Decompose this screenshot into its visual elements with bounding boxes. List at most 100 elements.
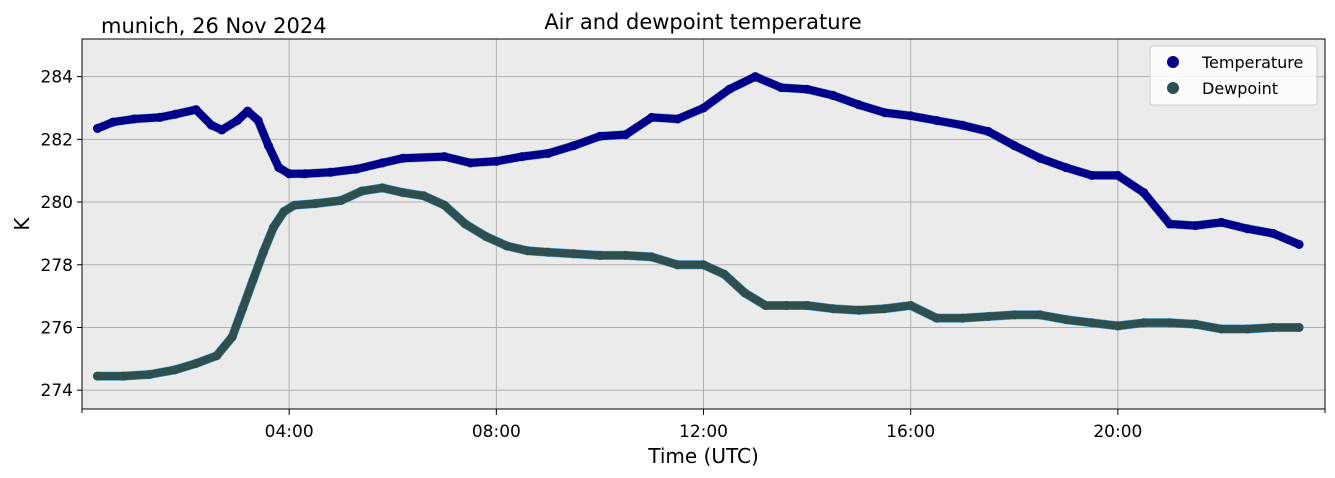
temperature-point	[300, 169, 310, 179]
dewpoint-point	[269, 222, 279, 232]
data-layer	[93, 72, 1304, 381]
temperature-point	[854, 100, 864, 110]
temperature-point	[983, 127, 993, 136]
dewpoint-point	[93, 371, 102, 381]
y-tick-label: 276	[41, 318, 73, 338]
x-axis-label: Time (UTC)	[647, 444, 759, 468]
dewpoint-point	[502, 241, 512, 251]
temperature-point	[621, 130, 631, 140]
temperature-point	[1035, 153, 1045, 163]
x-tick-label: 20:00	[1093, 422, 1142, 442]
y-tick-label: 284	[41, 68, 73, 88]
dewpoint-point	[740, 288, 750, 298]
dewpoint-point	[958, 313, 967, 323]
dewpoint-point	[336, 196, 346, 205]
legend-box	[1149, 45, 1318, 106]
dewpoint-point	[1139, 318, 1149, 328]
dewpoint-point	[983, 312, 993, 321]
temperature-point	[906, 111, 916, 121]
dewpoint-point	[212, 351, 222, 361]
temperature-point	[1061, 163, 1071, 173]
y-tick-label: 280	[41, 193, 73, 213]
temperature-point	[274, 163, 284, 173]
temperature-point	[326, 167, 336, 177]
temperature-point	[569, 141, 579, 151]
legend-label-dewpoint: Dewpoint	[1202, 79, 1278, 98]
temperature-point	[170, 109, 180, 119]
temperature-point	[352, 164, 361, 174]
axes: 274 276 278 280 282 284 04:00 08:00 12:00 16:00 20…	[41, 68, 1326, 442]
dewpoint-point	[673, 260, 683, 270]
dewpoint-point	[1191, 319, 1200, 329]
legend-marker-dewpoint	[1167, 82, 1179, 94]
dewpoint-point	[647, 252, 657, 262]
dewpoint-point	[419, 191, 429, 201]
dewpoint-point	[170, 365, 180, 375]
dewpoint-point	[802, 301, 812, 310]
dewpoint-point	[357, 186, 367, 196]
temperature-point	[155, 112, 165, 122]
temperature-point	[828, 90, 838, 100]
dewpoint-point	[621, 250, 631, 260]
temperature-point	[1087, 170, 1097, 180]
dewpoint-point	[227, 332, 237, 342]
dewpoint-point	[481, 232, 491, 241]
temperature-point	[724, 84, 734, 94]
temperature-point	[543, 148, 553, 158]
y-tick-label: 278	[41, 256, 73, 276]
dewpoint-point	[238, 304, 248, 314]
legend: Temperature Dewpoint	[1149, 45, 1318, 106]
temperature-point	[263, 141, 273, 151]
dewpoint-point	[1035, 310, 1045, 320]
dewpoint-point	[699, 260, 708, 270]
dewpoint-point	[595, 250, 605, 260]
temperature-point	[191, 105, 201, 115]
temperature-point	[1294, 239, 1304, 249]
temperature-point	[647, 112, 657, 122]
dewpoint-point	[1165, 318, 1175, 328]
dewpoint-point	[377, 183, 387, 193]
dewpoint-point	[854, 305, 864, 315]
chart-subtitle: munich, 26 Nov 2024	[101, 14, 327, 38]
dewpoint-point	[1113, 321, 1123, 331]
legend-label-temperature: Temperature	[1201, 53, 1303, 72]
x-tick-label: 04:00	[265, 422, 314, 442]
dewpoint-point	[398, 188, 408, 198]
temperature-point	[1009, 141, 1019, 151]
temperature-point	[880, 108, 890, 118]
x-tick-label: 12:00	[679, 422, 728, 442]
dewpoint-point	[440, 200, 449, 210]
dewpoint-point	[144, 370, 154, 379]
temperature-point	[517, 152, 527, 162]
temperature-point	[232, 116, 242, 125]
temperature-point	[958, 120, 967, 130]
temperature-point	[284, 169, 294, 179]
temperature-point	[595, 131, 605, 141]
dewpoint-point	[310, 199, 320, 209]
temperature-point	[465, 158, 475, 168]
dewpoint-point	[906, 301, 916, 310]
temperature-point	[1191, 221, 1200, 231]
dewpoint-point	[1087, 318, 1097, 328]
temperature-point	[398, 153, 408, 163]
temperature-point	[377, 158, 387, 168]
temperature-point	[776, 83, 786, 93]
temperature-point	[129, 114, 139, 124]
dewpoint-point	[279, 207, 289, 216]
temperature-point	[1165, 219, 1175, 229]
temperature-point	[253, 116, 263, 125]
temperature-point	[932, 116, 942, 125]
temperature-point	[699, 103, 708, 113]
x-tick-label: 08:00	[472, 422, 521, 442]
dewpoint-point	[522, 246, 532, 256]
chart-title: Air and dewpoint temperature	[544, 10, 861, 34]
temperature-point	[1268, 228, 1278, 238]
dewpoint-point	[932, 313, 942, 323]
y-tick-label: 282	[41, 130, 73, 150]
dewpoint-point	[828, 304, 838, 314]
temperature-point	[491, 156, 501, 166]
temperature-point	[750, 72, 760, 82]
dewpoint-point	[781, 301, 791, 310]
dewpoint-point	[460, 219, 470, 229]
